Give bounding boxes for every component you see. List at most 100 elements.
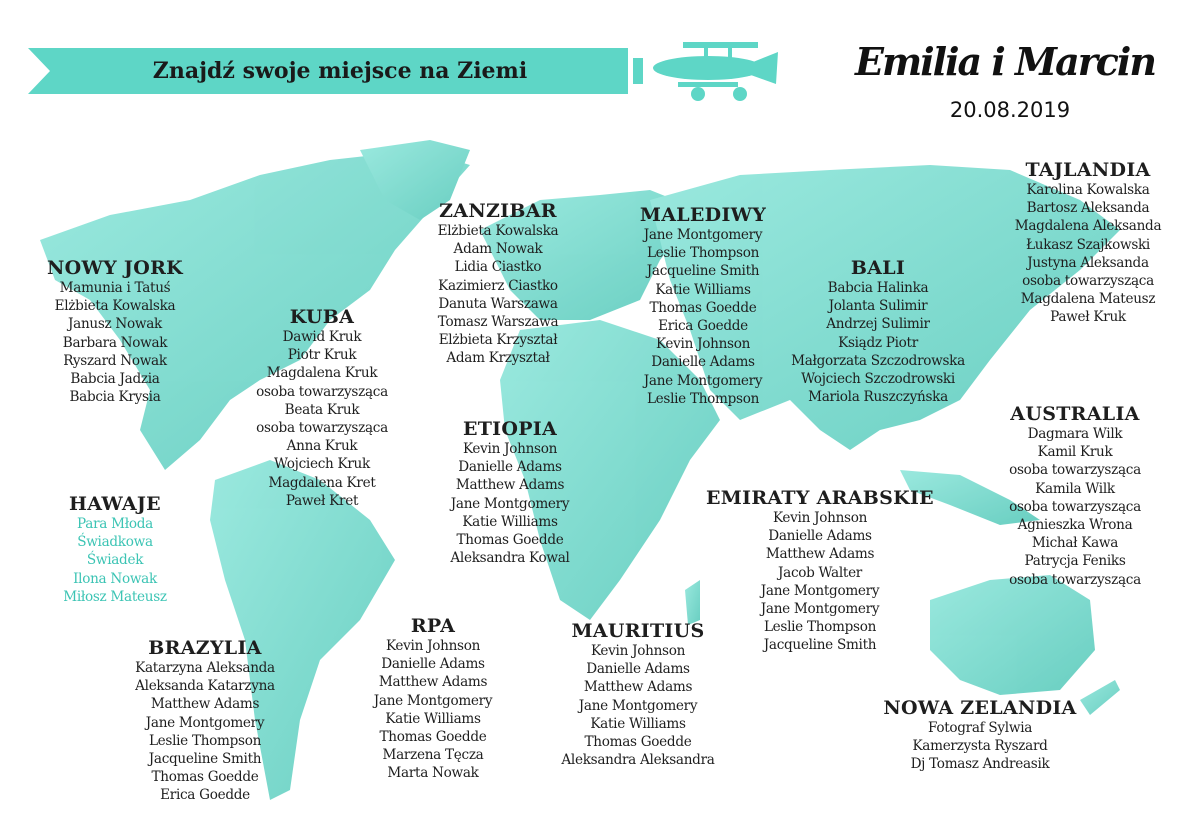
guest-name: Erica Goedde	[658, 318, 748, 335]
guest-name: Thomas Goedde	[649, 299, 757, 316]
banner-text: Znajdź swoje miejsce na Ziemi	[152, 58, 528, 84]
table-group: NOWA ZELANDIA Fotograf Sylwia Kamerzysta R…	[860, 697, 1100, 774]
africa-shape	[500, 320, 720, 620]
table-group: KUBA Dawid Kruk Piotr Kruk Magdalena Kruk os…	[202, 306, 442, 510]
guest-name: Jacob Walter	[777, 564, 863, 581]
guest-name: Beata Kruk	[284, 401, 360, 418]
guest-name: osoba towarzysząca	[256, 420, 388, 437]
guest-name: Kevin Johnson	[385, 638, 481, 654]
guest-name: Adam Nowak	[453, 241, 543, 258]
table-group: AUSTRALIA Dagmara Wilk Kamil Kruk osoba tow…	[955, 403, 1195, 589]
guest-name: Thomas Goedde	[456, 532, 564, 549]
guest-name: Kevin Johnson	[772, 510, 868, 526]
guest-name: Jacqueline Smith	[646, 263, 760, 280]
guest-name: Para Młoda	[77, 516, 153, 532]
guest-name: Leslie Thompson	[646, 390, 760, 407]
guest-name: Danielle Adams	[458, 459, 562, 476]
table-group: RPA Kevin Johnson Danielle Adams Matthew Ad…	[313, 615, 553, 783]
table-group: BALI Babcia Halinka Jolanta Sulimir Andrzej…	[758, 257, 998, 406]
guest-name: Małgorzata Szczodrowska	[791, 352, 965, 369]
guest-name: Matthew Adams	[765, 546, 875, 563]
table-name: HAWAJE	[69, 493, 161, 515]
guest-name: Ryszard Nowak	[63, 352, 167, 369]
airplane-icon	[633, 42, 778, 101]
table-group: NOWY JORK Mamunia i Tatuś Elżbieta Kowalsk…	[0, 257, 235, 406]
guest-name: Aleksanda Katarzyna	[135, 678, 275, 695]
guest-name: Wojciech Kruk	[274, 456, 370, 473]
guest-name: osoba towarzysząca	[1009, 462, 1141, 479]
guest-name: Jacqueline Smith	[148, 751, 262, 768]
table-name: NOWY JORK	[47, 257, 183, 279]
table-name: KUBA	[289, 306, 355, 328]
guest-name: Dagmara Wilk	[1027, 426, 1123, 442]
guest-name: Magdalena Aleksanda	[1014, 218, 1162, 235]
table-name: BALI	[850, 257, 906, 279]
guest-name: Katie Williams	[655, 281, 751, 298]
table-group: BRAZYLIA Katarzyna Aleksanda Aleksanda Kat…	[85, 637, 325, 805]
guest-name: Katie Williams	[590, 715, 686, 732]
guest-name: Marzena Tęcza	[382, 747, 484, 764]
table-name: TAJLANDIA	[1025, 159, 1151, 181]
guest-name: Jane Montgomery	[578, 697, 698, 714]
guest-name: osoba towarzysząca	[1009, 571, 1141, 588]
guest-name: Matthew Adams	[455, 477, 565, 494]
table-name: NOWA ZELANDIA	[883, 697, 1077, 719]
table-name: AUSTRALIA	[1010, 403, 1140, 425]
greenland-shape	[360, 140, 470, 220]
guest-name: Jane Montgomery	[373, 692, 493, 709]
north-america-shape	[40, 150, 470, 470]
guest-name: Bartosz Aleksanda	[1026, 200, 1150, 217]
guest-name: Świadek	[86, 552, 144, 569]
guest-name: Leslie Thompson	[646, 245, 760, 262]
guest-name: Leslie Thompson	[148, 732, 262, 749]
guest-name: osoba towarzysząca	[256, 383, 388, 400]
table-group: TAJLANDIA Karolina Kowalska Bartosz Aleksa…	[968, 159, 1200, 327]
guest-name: Andrzej Sulimir	[826, 316, 930, 333]
guest-name: Katie Williams	[385, 710, 481, 727]
table-group: MALEDIWY Jane Montgomery Leslie Thompson Ja…	[583, 204, 823, 408]
guest-name: Thomas Goedde	[379, 729, 487, 746]
table-name: RPA	[410, 615, 456, 637]
guest-name: Dawid Kruk	[282, 329, 362, 345]
guest-name: Agnieszka Wrona	[1017, 517, 1133, 534]
guest-name: Danielle Adams	[586, 661, 690, 678]
guest-name: Katarzyna Aleksanda	[135, 660, 275, 676]
guest-name: Kevin Johnson	[590, 643, 686, 659]
couple-names: Emilia i Marcin	[855, 39, 1157, 84]
table-group: ZANZIBAR Elżbieta Kowalska Adam Nowak Lidia…	[378, 200, 618, 368]
banner-ribbon	[28, 48, 628, 94]
guest-name: Babcia Krysia	[69, 389, 161, 406]
guest-name: Jacqueline Smith	[763, 637, 877, 654]
guest-name: Paweł Kret	[285, 492, 359, 509]
guest-name: Ksiądz Piotr	[838, 334, 918, 351]
guest-name: Jane Montgomery	[643, 372, 763, 389]
guest-name: Michał Kawa	[1031, 535, 1119, 552]
guest-name: Babcia Jadzia	[70, 371, 160, 388]
table-group: HAWAJE Para Młoda Świadkowa Świadek Ilona No…	[0, 493, 235, 606]
guest-name: Patrycja Feniks	[1024, 553, 1126, 570]
guest-name: Jane Montgomery	[760, 601, 880, 618]
asia-shape	[650, 165, 1120, 450]
guest-name: Thomas Goedde	[584, 734, 692, 751]
guest-name: Jane Montgomery	[145, 714, 265, 731]
guest-name: Kevin Johnson	[462, 441, 558, 457]
guest-name: Kamerzysta Ryszard	[912, 738, 1048, 755]
guest-name: Anna Kruk	[286, 438, 358, 455]
guest-name: Karolina Kowalska	[1026, 182, 1150, 198]
guest-name: Elżbieta Krzyształ	[438, 332, 558, 349]
guest-name: Adam Krzyształ	[446, 350, 550, 367]
guest-name: Wojciech Szczodrowski	[801, 371, 955, 388]
guest-name: Danielle Adams	[381, 656, 485, 673]
guest-name: Łukasz Szajkowski	[1026, 236, 1150, 253]
table-name: MALEDIWY	[639, 204, 767, 226]
south-america-shape	[210, 460, 395, 800]
wedding-date: 20.08.2019	[949, 98, 1071, 122]
guest-name: Katie Williams	[462, 513, 558, 530]
guest-name: Paweł Kruk	[1050, 309, 1126, 326]
guest-name: Fotograf Sylwia	[927, 720, 1033, 736]
guest-name: Danielle Adams	[768, 528, 872, 545]
table-group: EMIRATY ARABSKIE Kevin Johnson Danielle Ad…	[700, 487, 940, 655]
guest-name: Danielle Adams	[651, 354, 755, 371]
guest-name: Magdalena Kruk	[266, 365, 378, 382]
